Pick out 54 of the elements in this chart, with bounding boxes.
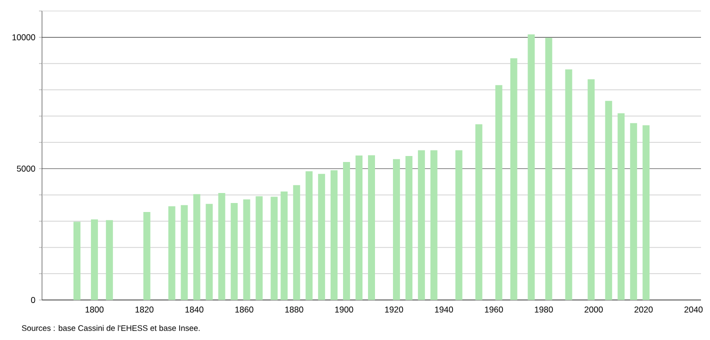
bar: [218, 193, 226, 300]
bar: [206, 204, 213, 300]
bar: [356, 155, 363, 300]
bar: [430, 150, 438, 300]
bar: [106, 220, 113, 300]
x-tick-label: 1880: [285, 306, 304, 313]
x-tick-label: 1920: [385, 306, 404, 313]
bar: [230, 203, 238, 300]
bar: [306, 171, 313, 300]
bar: [618, 113, 625, 300]
x-tick-label: 1860: [235, 306, 254, 313]
bar: [90, 219, 98, 300]
y-tick-label: 5000: [16, 166, 36, 172]
bar: [405, 156, 412, 300]
x-tick-label: 1820: [136, 306, 154, 313]
x-tick-label: 2040: [684, 306, 703, 313]
x-tick-label: 1980: [534, 306, 553, 313]
bar: [545, 38, 552, 300]
x-tick-label: 1940: [435, 306, 454, 313]
bar: [180, 205, 188, 300]
bar: [73, 222, 80, 300]
bar: [418, 150, 425, 300]
bar: [318, 174, 326, 300]
x-tick-label: 2000: [584, 306, 603, 313]
x-tick-label: 1900: [335, 306, 354, 313]
bar: [368, 155, 375, 300]
x-tick-label: 1800: [86, 306, 104, 313]
source-note: Sources : base Cassini de l'EHESS et base Insee.: [22, 325, 200, 331]
bar: [495, 85, 502, 300]
bar: [256, 196, 263, 300]
bar: [193, 194, 200, 300]
bar: [528, 34, 535, 300]
bar: [588, 79, 595, 300]
bar: [630, 123, 638, 300]
bar: [455, 150, 462, 300]
bar: [243, 199, 250, 300]
bar: [510, 58, 518, 300]
bar: [343, 162, 350, 300]
bar: [565, 69, 572, 300]
x-tick-label: 1840: [185, 306, 204, 313]
bar: [330, 170, 338, 300]
bar: [605, 100, 612, 300]
x-tick-label: 1960: [485, 306, 503, 313]
bar: [293, 185, 300, 300]
bar: [280, 191, 288, 300]
bar: [168, 206, 176, 300]
y-tick-label: 0: [31, 296, 36, 303]
bar: [143, 212, 150, 300]
x-tick-label: 2020: [634, 306, 653, 313]
y-tick-label: 10000: [12, 34, 36, 40]
bar: [270, 196, 278, 300]
bar: [392, 159, 400, 300]
bar: [475, 124, 482, 300]
bar: [642, 125, 650, 300]
